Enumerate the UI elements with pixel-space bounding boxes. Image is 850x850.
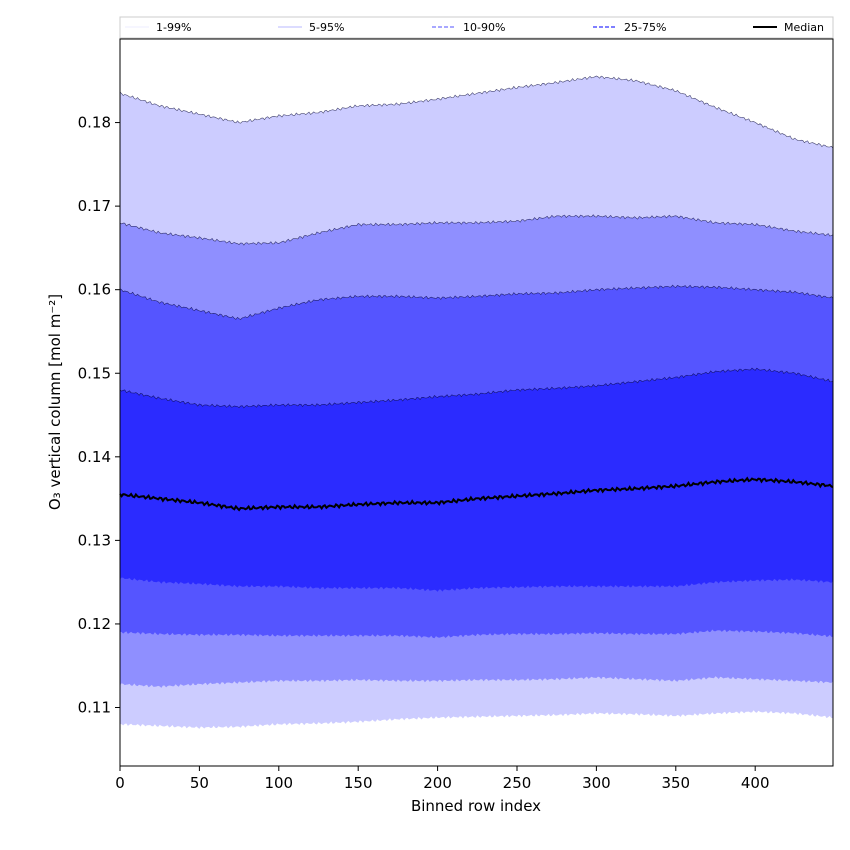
y-tick-label: 0.11 [78,699,111,717]
percentile-bands [119,75,834,729]
x-tick-label: 150 [344,774,373,792]
legend-label: 1-99% [156,21,191,34]
series-lines [119,476,834,512]
y-axis: 0.11 0.12 0.13 0.14 0.15 0.16 0.17 0.18 [78,114,120,717]
y-tick-label: 0.15 [78,364,111,382]
band-upper-edge-10-90% [119,284,834,320]
y-tick-label: 0.14 [78,448,111,466]
x-tick-label: 250 [503,774,532,792]
x-tick-label: 400 [741,774,770,792]
x-tick-label: 300 [582,774,611,792]
x-tick-label: 0 [115,774,125,792]
x-tick-label: 350 [661,774,690,792]
y-tick-label: 0.18 [78,114,111,132]
plot-frame [119,38,834,767]
y-tick-label: 0.16 [78,281,111,299]
legend-box [119,16,834,39]
y-tick-label: 0.12 [78,615,111,633]
y-axis-label: O₃ vertical column [mol m⁻²] [46,294,64,510]
x-axis: 0 50 100 150 200 250 300 350 400 [115,766,770,792]
band-upper-edge-25-75% [119,367,834,409]
legend: 1-99% 5-95% 10-90% 25-75% Median [119,16,834,39]
band-upper-edge-5-95% [119,214,834,246]
x-axis-label: Binned row index [411,797,541,815]
series-line-Median [119,476,834,512]
band-upper-edge-1-99% [119,75,834,149]
x-tick-label: 100 [264,774,293,792]
legend-label: 10-90% [463,21,505,34]
legend-label: 25-75% [624,21,666,34]
legend-label: Median [784,21,824,34]
band-25-75% [120,368,833,592]
legend-label: 5-95% [309,21,344,34]
x-tick-label: 200 [423,774,452,792]
x-tick-label: 50 [190,774,209,792]
y-tick-label: 0.17 [78,197,111,215]
y-tick-label: 0.13 [78,531,111,549]
